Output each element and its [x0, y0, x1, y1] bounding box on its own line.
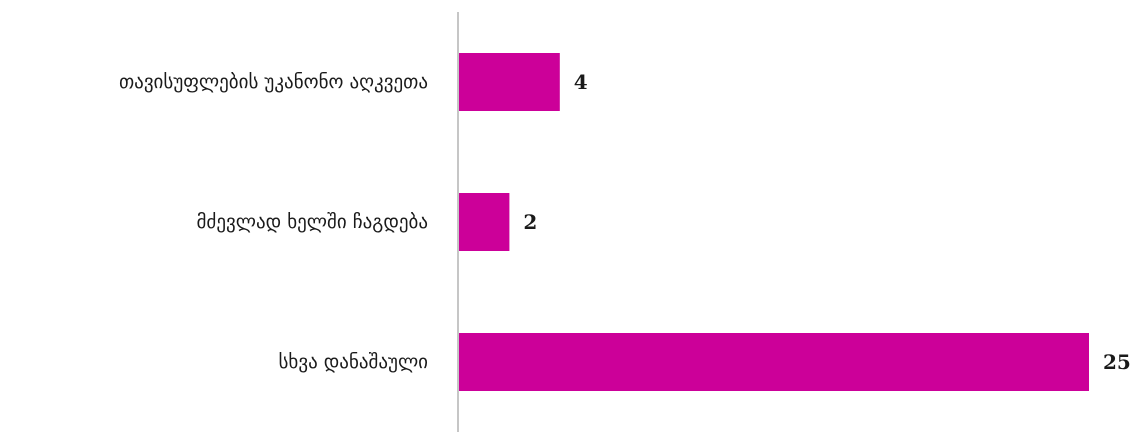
bar-value-label: 2: [523, 210, 537, 234]
category-labels-group: თავისუფლების უკანონო აღკვეთა მძევლად ხელშ…: [119, 71, 428, 373]
bar: [459, 333, 1089, 391]
category-label: სხვა დანაშაული: [278, 351, 428, 373]
data-labels-group: 4 2 25: [523, 70, 1130, 374]
bars-group: [459, 53, 1089, 391]
bar: [459, 193, 510, 251]
bar-value-label: 25: [1103, 350, 1131, 374]
bar: [459, 53, 560, 111]
bar-value-label: 4: [574, 70, 588, 94]
category-label: მძევლად ხელში ჩაგდება: [197, 211, 429, 233]
category-label: თავისუფლების უკანონო აღკვეთა: [119, 71, 428, 93]
